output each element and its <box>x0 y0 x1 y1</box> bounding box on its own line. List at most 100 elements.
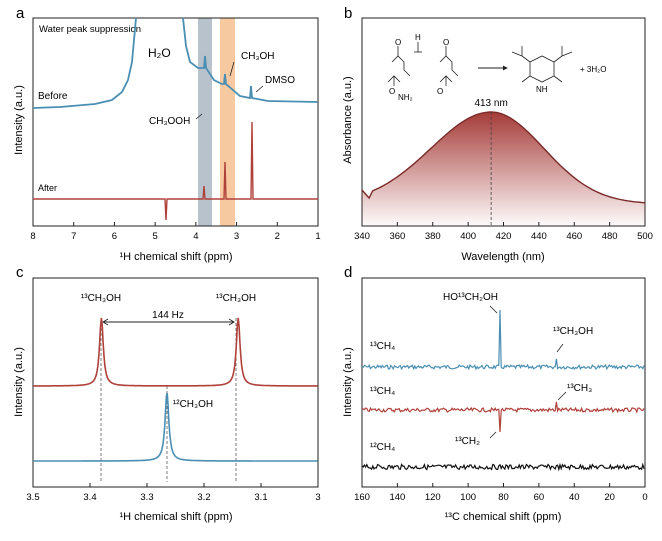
reactant-o2: O <box>389 87 395 96</box>
coupling-arrow-right <box>228 318 235 326</box>
ch3ooh-label: CH₃OOH <box>149 116 190 127</box>
panel-c-ticks: 3.5 3.4 3.3 3.2 3.1 3 <box>26 483 321 503</box>
d-tick-label: 0 <box>642 492 647 503</box>
panel-letter-c: c <box>16 264 24 281</box>
a-tick-label: 3 <box>234 231 239 242</box>
panel-c-xlabel: ¹H chemical shift (ppm) <box>119 511 232 523</box>
a-tick-label: 7 <box>71 231 76 242</box>
water-suppression-label: Water peak suppression <box>39 24 141 35</box>
d-series-label-3: ¹²CH₄ <box>370 442 395 453</box>
d-13ch2-label: ¹³CH₂ <box>455 436 480 447</box>
absorbance-fill <box>362 112 645 226</box>
h2o-label: H₂O <box>148 46 171 60</box>
d-tick-label: 60 <box>534 492 545 503</box>
b-tick-label: 440 <box>531 231 547 242</box>
panel-a-ticks: 8 7 6 5 4 3 2 1 <box>30 222 321 242</box>
before-spectrum-right <box>182 17 319 103</box>
reactant-o1: O <box>395 38 401 47</box>
d-ho13ch2oh-label: HO¹³CH₂OH <box>443 292 498 303</box>
a-tick-label: 2 <box>275 231 280 242</box>
panel-d-frame <box>361 277 646 488</box>
panel-d-ticks: 160 140 120 100 80 60 40 20 0 <box>354 483 648 503</box>
amine-label: NH₂ <box>398 93 413 102</box>
c13-label-right: ¹³CH₃OH <box>216 293 256 304</box>
a-tick-label: 1 <box>315 231 320 242</box>
ch3oh-label-a: CH₃OH <box>241 51 275 62</box>
absorbance-curve <box>361 111 646 204</box>
before-spectrum-left <box>32 17 137 109</box>
b-tick-label: 360 <box>389 231 405 242</box>
panel-letter-b: b <box>344 5 352 22</box>
a-tick-label: 4 <box>193 231 198 242</box>
panel-a-frame <box>32 17 319 227</box>
d-13ch3-arrow <box>557 391 567 401</box>
absorbance-peak-label: 413 nm <box>474 98 507 109</box>
c12-spectrum <box>33 392 318 462</box>
panel-d: d ¹³CH₄ ¹³CH₄ ¹²CH₄ HO¹³CH₂OH ¹³CH₃OH ¹³… <box>342 264 648 523</box>
reactant-o3: O <box>443 38 449 47</box>
panel-c-ylabel: Intensity (a.u.) <box>13 347 25 417</box>
d-series-label-1: ¹³CH₄ <box>370 341 395 352</box>
band-ch3ooh <box>198 18 212 226</box>
reactant-o4: O <box>437 87 443 96</box>
a-tick-label: 6 <box>112 231 117 242</box>
panel-b-ticks: 340 360 380 400 420 440 460 480 500 <box>354 222 653 242</box>
after-label: After <box>38 183 57 193</box>
d-spectrum-12ch4 <box>361 462 645 472</box>
b-tick-label: 420 <box>496 231 512 242</box>
a-tick-label: 5 <box>152 231 157 242</box>
d-13ch3-label: ¹³CH₃ <box>567 383 592 394</box>
c-tick-label: 3.4 <box>83 492 96 503</box>
before-label: Before <box>38 91 68 102</box>
d-13ch3oh-label: ¹³CH₃OH <box>553 326 593 337</box>
d-tick-label: 140 <box>389 492 405 503</box>
dmso-label: DMSO <box>265 75 295 86</box>
panel-a: a Water peak suppression H₂O CH₃OH DMSO … <box>13 5 321 263</box>
panel-c: c 144 Hz ¹³CH₃OH ¹³CH₃OH ¹²CH₃OH Intensi… <box>13 264 321 523</box>
dmso-arrow <box>255 85 264 93</box>
b-tick-label: 460 <box>566 231 582 242</box>
panel-c-frame <box>32 277 319 488</box>
band-ch3oh <box>220 18 235 226</box>
reaction-scheme <box>387 42 573 86</box>
panel-a-ylabel: Intensity (a.u.) <box>13 85 25 155</box>
b-tick-label: 480 <box>602 231 618 242</box>
d-spectrum-13ch4-mid <box>361 401 645 433</box>
coupling-label: 144 Hz <box>152 310 184 321</box>
panel-d-xlabel: ¹³C chemical shift (ppm) <box>445 511 562 523</box>
byproduct: + 3H₂O <box>580 65 606 74</box>
panel-letter-a: a <box>16 5 25 22</box>
a-tick-label: 8 <box>30 231 35 242</box>
panel-b-ylabel: Absorbance (a.u.) <box>342 76 354 163</box>
d-tick-label: 40 <box>569 492 580 503</box>
panel-b-xlabel: Wavelength (nm) <box>461 251 544 263</box>
b-tick-label: 340 <box>354 231 370 242</box>
panel-a-xlabel: ¹H chemical shift (ppm) <box>119 251 232 263</box>
c-tick-label: 3 <box>315 492 320 503</box>
d-tick-label: 100 <box>460 492 476 503</box>
c12-label: ¹²CH₃OH <box>173 399 213 410</box>
d-spectrum-13ch4-top <box>361 309 645 371</box>
d-tick-label: 80 <box>498 492 509 503</box>
d-13ch2-arrow <box>489 431 497 439</box>
coupling-arrow-left <box>102 318 109 326</box>
d-ho13ch2oh-arrow <box>489 305 498 314</box>
d-tick-label: 20 <box>604 492 615 503</box>
ch3ooh-arrow <box>195 113 203 120</box>
d-tick-label: 120 <box>425 492 441 503</box>
after-spectrum <box>33 121 318 221</box>
product-nh: NH <box>536 85 548 94</box>
b-tick-label: 500 <box>637 231 653 242</box>
d-series-label-2: ¹³CH₄ <box>370 386 395 397</box>
panel-d-ylabel: Intensity (a.u.) <box>342 347 354 417</box>
panel-b: b O O H O O NH <box>342 5 653 263</box>
b-tick-label: 380 <box>425 231 441 242</box>
reactant-h: H <box>415 33 421 42</box>
c13-spectrum <box>33 317 318 387</box>
c-tick-label: 3.1 <box>254 492 267 503</box>
d-tick-label: 160 <box>354 492 370 503</box>
d-13ch3oh-arrow <box>556 343 564 353</box>
c-tick-label: 3.3 <box>140 492 153 503</box>
c-tick-label: 3.2 <box>197 492 210 503</box>
b-tick-label: 400 <box>460 231 476 242</box>
